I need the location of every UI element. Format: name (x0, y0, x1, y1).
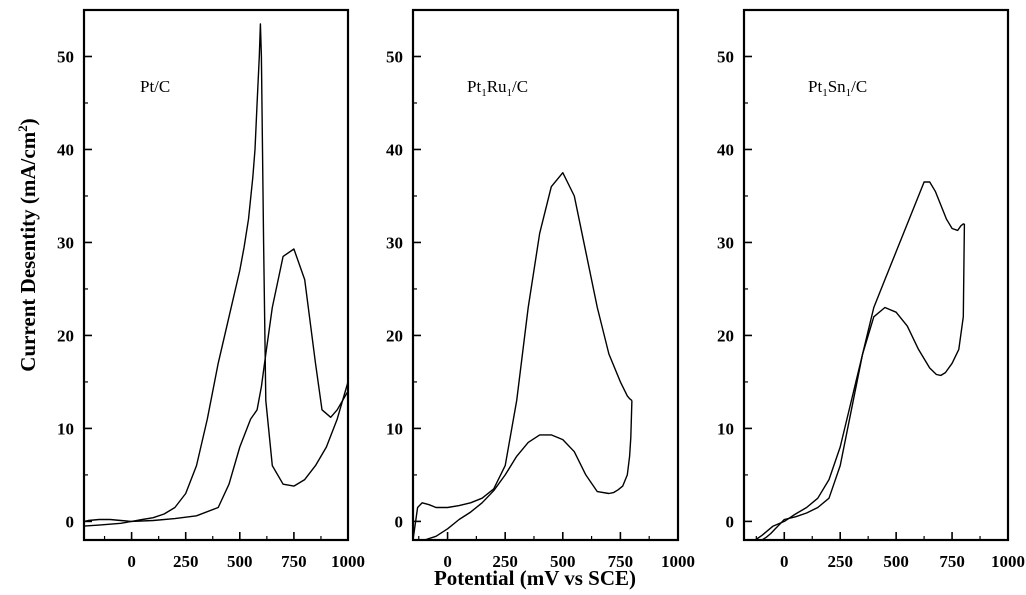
y-tick-label: 40 (717, 140, 734, 159)
y-tick-label: 10 (717, 419, 734, 438)
panel-1-label: Pt/C (140, 77, 170, 96)
x-tick-label: 500 (227, 552, 253, 571)
y-tick-label: 20 (386, 326, 403, 345)
x-tick-label: 250 (492, 552, 518, 571)
x-tick-label: 0 (780, 552, 789, 571)
x-tick-label: 1000 (991, 552, 1025, 571)
x-tick-label: 500 (550, 552, 576, 571)
panel-label-text: Pt (808, 77, 822, 96)
panel-label-text: /C (512, 77, 528, 96)
y-axis-title-superscript: 2 (15, 125, 30, 132)
y-tick-label: 30 (57, 233, 74, 252)
y-tick-label: 30 (717, 233, 734, 252)
panel-label-text: Sn (828, 77, 846, 96)
panel-1-curve-2 (83, 248, 349, 523)
panel-label-subscript: 1 (507, 87, 513, 99)
x-tick-label: 1000 (661, 552, 695, 571)
panel-1-frame (82, 8, 350, 542)
panel-2-curve-2 (413, 400, 633, 541)
y-tick-label: 0 (66, 512, 75, 531)
panel-2-curve-1 (412, 172, 633, 541)
y-tick-label: 30 (386, 233, 403, 252)
x-tick-label: 500 (883, 552, 909, 571)
panel-3-curve-1 (754, 181, 965, 541)
x-tick-label: 750 (281, 552, 307, 571)
y-tick-label: 0 (726, 512, 735, 531)
y-tick-label: 50 (386, 47, 403, 66)
y-tick-label: 50 (57, 47, 74, 66)
x-tick-label: 0 (443, 552, 452, 571)
panel-3-curve-2 (757, 223, 966, 541)
y-tick-label: 10 (57, 419, 74, 438)
x-tick-label: 250 (827, 552, 853, 571)
x-tick-label: 0 (127, 552, 136, 571)
y-tick-label: 20 (57, 326, 74, 345)
y-tick-label: 40 (386, 140, 403, 159)
panel-1-curve-1 (83, 23, 349, 527)
y-tick-label: 10 (386, 419, 403, 438)
y-tick-label: 0 (395, 512, 404, 531)
panel-label-subscript: 1 (822, 87, 828, 99)
panel-3-label: Pt1Sn1/C (808, 77, 867, 99)
x-tick-label: 750 (608, 552, 634, 571)
x-tick-label: 250 (173, 552, 199, 571)
x-tick-label: 1000 (331, 552, 365, 571)
panel-3-frame (742, 8, 1010, 542)
panel-label-subscript: 1 (481, 87, 487, 99)
x-tick-label: 750 (939, 552, 965, 571)
panel-label-text: Pt/C (140, 77, 170, 96)
x-axis-title: Potential (mV vs SCE) (434, 566, 636, 590)
y-tick-label: 20 (717, 326, 734, 345)
y-axis-title: Current Desentity (mA/cm2) (15, 118, 40, 371)
panel-2-label: Pt1Ru1/C (467, 77, 528, 99)
panel-label-text: Pt (467, 77, 481, 96)
panel-label-text: Ru (487, 77, 507, 96)
panel-label-subscript: 1 (846, 87, 852, 99)
panel-2-frame (411, 8, 680, 542)
y-tick-label: 50 (717, 47, 734, 66)
panel-label-text: /C (851, 77, 867, 96)
y-tick-label: 40 (57, 140, 74, 159)
